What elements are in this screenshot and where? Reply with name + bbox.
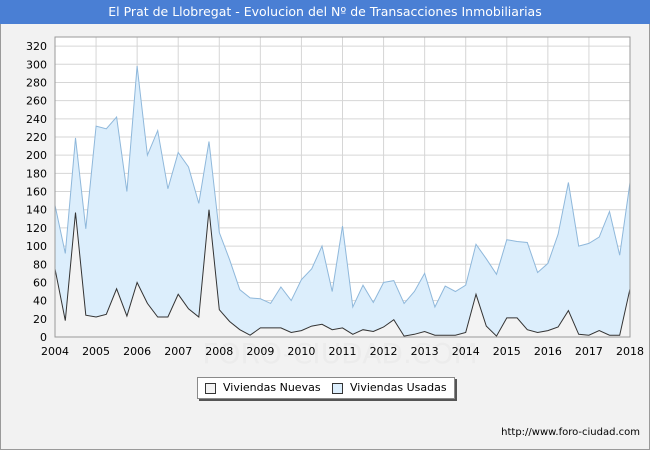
- y-tick-label: 320: [26, 40, 47, 53]
- legend-swatch-usadas: [332, 383, 343, 394]
- x-tick-label: 2008: [205, 345, 233, 358]
- x-tick-label: 2013: [411, 345, 439, 358]
- x-tick-label: 2007: [164, 345, 192, 358]
- y-tick-label: 260: [26, 95, 47, 108]
- y-tick-label: 140: [26, 204, 47, 217]
- legend-label-nuevas: Viviendas Nuevas: [223, 381, 321, 394]
- y-tick-label: 160: [26, 186, 47, 199]
- x-axis-ticks: 2004 2005 2006 2007 2008 2009 2010 2011 2012 2013…: [41, 345, 644, 358]
- x-tick-label: 2005: [82, 345, 110, 358]
- y-tick-label: 40: [33, 295, 47, 308]
- x-tick-label: 2017: [575, 345, 603, 358]
- watermark: FORO-CIUDAD.COM: [202, 337, 477, 370]
- y-tick-label: 280: [26, 76, 47, 89]
- x-tick-label: 2014: [452, 345, 480, 358]
- x-tick-label: 2006: [123, 345, 151, 358]
- y-tick-label: 20: [33, 313, 47, 326]
- x-tick-label: 2015: [493, 345, 521, 358]
- area-viviendas-nuevas: [55, 209, 630, 337]
- line-viviendas-usadas: [54, 66, 631, 309]
- source-link[interactable]: http://www.foro-ciudad.com: [501, 427, 640, 438]
- series-layer: [54, 66, 631, 337]
- x-tick-label: 2004: [41, 345, 69, 358]
- x-tick-label: 2011: [329, 345, 357, 358]
- x-tick-label: 2009: [246, 345, 274, 358]
- x-tick-label: 2016: [534, 345, 562, 358]
- y-tick-label: 220: [26, 131, 47, 144]
- legend: Viviendas Nuevas Viviendas Usadas: [197, 377, 455, 399]
- line-viviendas-nuevas: [54, 209, 631, 337]
- y-tick-label: 0: [40, 331, 47, 344]
- y-tick-label: 100: [26, 240, 47, 253]
- legend-label-usadas: Viviendas Usadas: [350, 381, 447, 394]
- x-tick-label: 2018: [616, 345, 644, 358]
- y-tick-label: 300: [26, 58, 47, 71]
- x-tick-label: 2010: [287, 345, 315, 358]
- chart-title: El Prat de Llobregat - Evolucion del Nº …: [0, 0, 650, 24]
- y-tick-label: 120: [26, 222, 47, 235]
- x-tick-label: 2012: [370, 345, 398, 358]
- plot-border: [54, 36, 631, 338]
- y-tick-label: 60: [33, 276, 47, 289]
- y-axis-ticks: 0 20 40 60 80 100 120 140 160 180 200 220 240 260 280 3…: [26, 40, 47, 344]
- y-tick-label: 200: [26, 149, 47, 162]
- area-viviendas-usadas: [55, 66, 630, 337]
- legend-swatch-nuevas: [205, 383, 216, 394]
- y-tick-label: 180: [26, 167, 47, 180]
- y-tick-label: 80: [33, 258, 47, 271]
- y-tick-label: 240: [26, 113, 47, 126]
